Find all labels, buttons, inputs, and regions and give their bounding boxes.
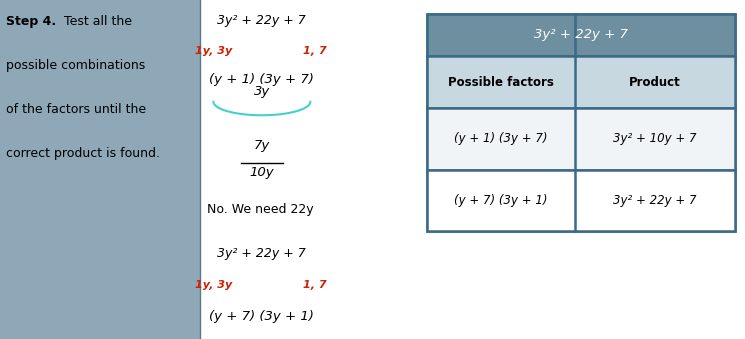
FancyBboxPatch shape: [427, 108, 735, 170]
Text: correct product is found.: correct product is found.: [6, 147, 160, 160]
Text: 1y, 3y: 1y, 3y: [195, 280, 232, 290]
Text: 3y² + 22y + 7: 3y² + 22y + 7: [218, 247, 306, 260]
Text: (y + 1) (3y + 7): (y + 1) (3y + 7): [454, 133, 548, 145]
Text: (y + 7) (3y + 1): (y + 7) (3y + 1): [209, 310, 314, 323]
Text: (y + 1) (3y + 7): (y + 1) (3y + 7): [209, 73, 314, 86]
Text: Possible factors: Possible factors: [448, 76, 554, 89]
Text: (y + 7) (3y + 1): (y + 7) (3y + 1): [454, 194, 548, 206]
Text: 1y, 3y: 1y, 3y: [195, 46, 232, 56]
Text: 3y: 3y: [254, 85, 270, 98]
FancyBboxPatch shape: [427, 170, 735, 231]
Text: 7y: 7y: [254, 139, 270, 152]
Text: 3y² + 22y + 7: 3y² + 22y + 7: [534, 28, 628, 41]
FancyBboxPatch shape: [0, 0, 200, 339]
Text: 1, 7: 1, 7: [302, 46, 326, 56]
Text: 1, 7: 1, 7: [302, 280, 326, 290]
Text: 3y² + 10y + 7: 3y² + 10y + 7: [613, 133, 697, 145]
FancyBboxPatch shape: [427, 56, 735, 108]
Text: 3y² + 22y + 7: 3y² + 22y + 7: [218, 14, 306, 26]
Text: Step 4.: Step 4.: [6, 15, 56, 28]
Text: possible combinations: possible combinations: [6, 59, 145, 72]
FancyBboxPatch shape: [200, 0, 745, 339]
Text: 10y: 10y: [250, 166, 274, 179]
Text: of the factors until the: of the factors until the: [6, 103, 146, 116]
Text: No. We need 22y: No. We need 22y: [207, 203, 314, 216]
Text: Test all the: Test all the: [60, 15, 133, 28]
Text: 3y² + 22y + 7: 3y² + 22y + 7: [613, 194, 697, 206]
Text: Product: Product: [630, 76, 681, 89]
FancyBboxPatch shape: [427, 14, 735, 56]
